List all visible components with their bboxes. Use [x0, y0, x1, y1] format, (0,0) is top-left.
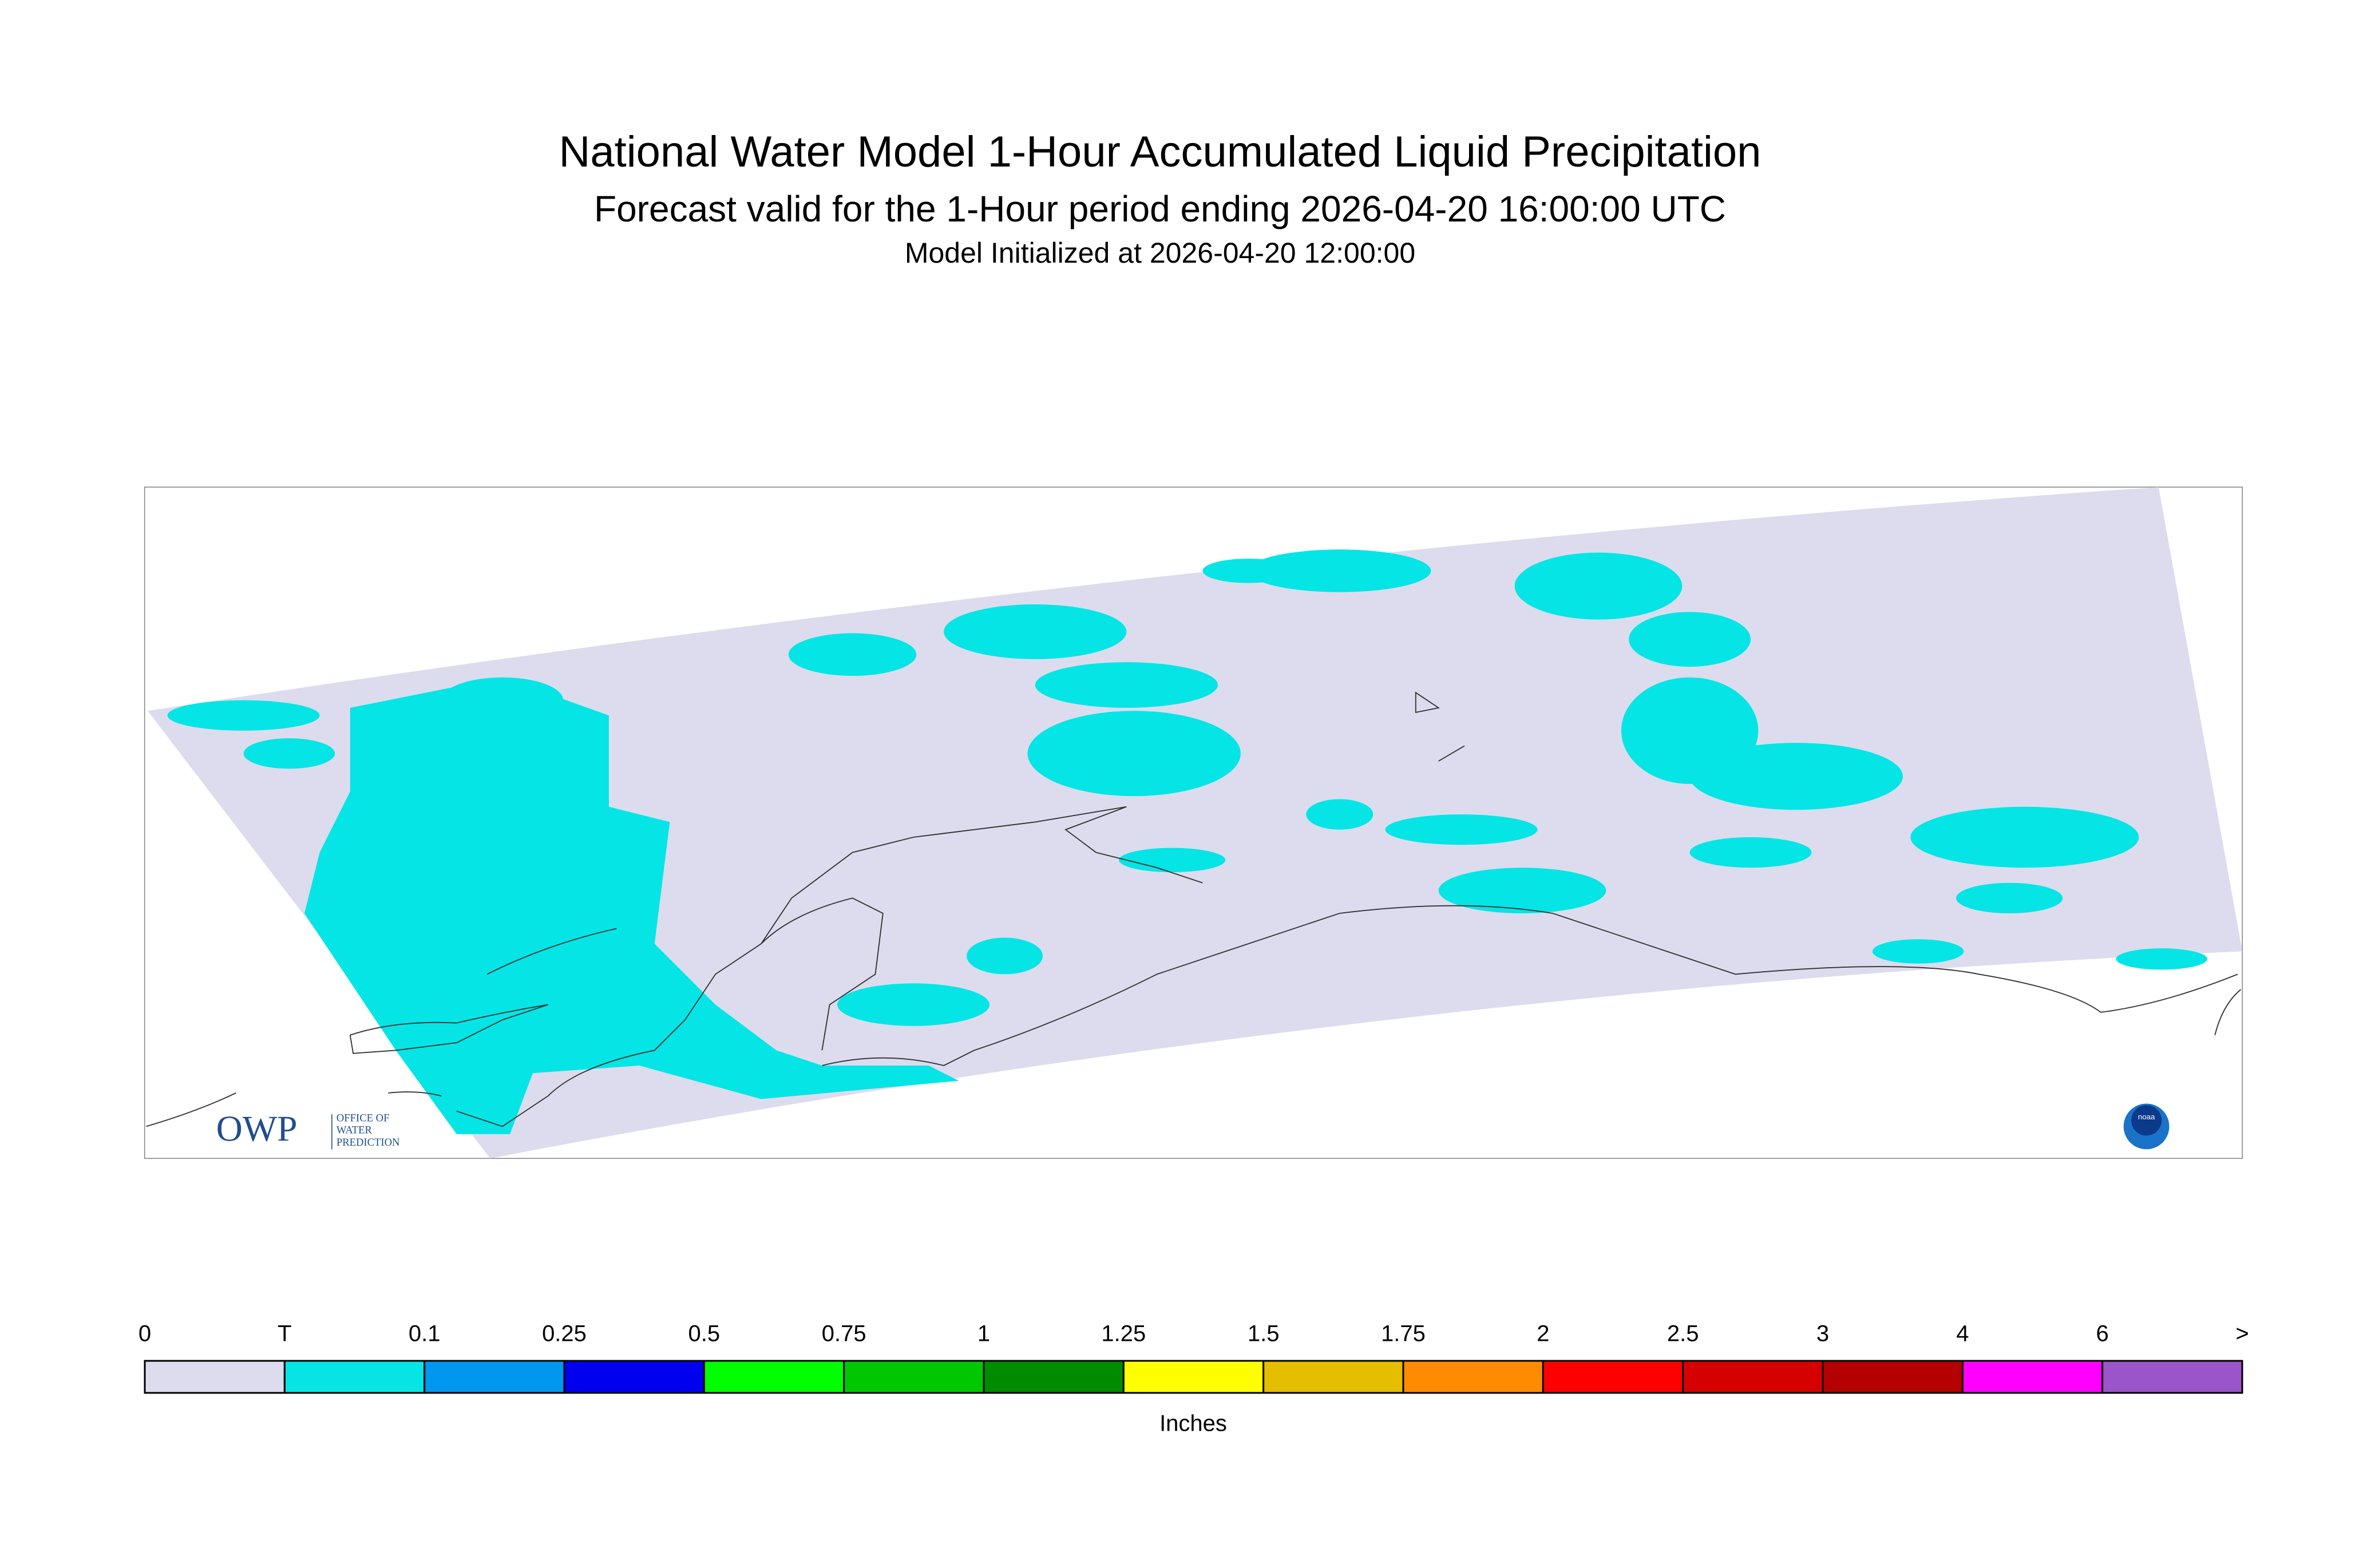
owp-text: OWP: [216, 1108, 298, 1149]
legend-swatch: [1682, 1360, 1824, 1394]
noaa-logo: noaa: [2123, 1103, 2170, 1150]
legend-swatch: [1262, 1360, 1404, 1394]
legend-label: >: [2235, 1321, 2249, 1347]
legend-label: 3: [1816, 1321, 1829, 1347]
legend-unit: Inches: [1159, 1411, 1227, 1436]
legend-swatch: [144, 1360, 286, 1394]
legend-swatch: [1542, 1360, 1684, 1394]
legend-swatch: [423, 1360, 565, 1394]
legend-label: T: [278, 1321, 291, 1347]
legend-swatch: [563, 1360, 705, 1394]
coastlines: [146, 691, 2242, 1127]
legend-swatch: [983, 1360, 1125, 1394]
owp-logo: OWP OFFICE OF WATER PREDICTION: [216, 1108, 400, 1150]
legend-swatch: [1122, 1360, 1265, 1394]
legend-label: 1.5: [1248, 1321, 1280, 1347]
legend-label: 1.75: [1381, 1321, 1426, 1347]
legend-swatch: [843, 1360, 985, 1394]
init-time: Model Initialized at 2026-04-20 12:00:00: [905, 237, 1415, 269]
subtitle: Forecast valid for the 1-Hour period end…: [594, 188, 1726, 229]
map: OWP OFFICE OF WATER PREDICTION noaa: [144, 486, 2243, 1159]
legend-swatch: [1822, 1360, 1964, 1394]
legend-label: 1.25: [1101, 1321, 1146, 1347]
owp-prediction: PREDICTION: [337, 1137, 400, 1149]
legend-label: 0: [138, 1321, 151, 1347]
noaa-text: noaa: [2138, 1112, 2155, 1121]
owp-water: WATER: [337, 1124, 373, 1137]
legend-swatch: [1402, 1360, 1544, 1394]
legend-label: 0.75: [822, 1321, 866, 1347]
legend-swatch: [703, 1360, 845, 1394]
legend-label: 0.5: [688, 1321, 721, 1347]
legend-label: 2.5: [1667, 1321, 1699, 1347]
legend-label: 2: [1537, 1321, 1549, 1347]
legend: 0 T 0.1 0.25 0.5 0.75 1 1.25 1.5 1.75 2 2.5 3 4 6 >: [138, 1321, 2249, 1394]
owp-office: OFFICE OF: [337, 1112, 390, 1124]
legend-label: 0.25: [542, 1321, 587, 1347]
legend-swatch: [2101, 1360, 2243, 1394]
legend-swatch: [283, 1360, 426, 1394]
legend-label: 1: [977, 1321, 990, 1347]
legend-label: 0.1: [409, 1321, 441, 1347]
legend-label: 4: [1956, 1321, 1969, 1347]
title: National Water Model 1-Hour Accumulated …: [559, 128, 1762, 176]
legend-label: 6: [2096, 1321, 2109, 1347]
legend-swatch: [1961, 1360, 2104, 1394]
